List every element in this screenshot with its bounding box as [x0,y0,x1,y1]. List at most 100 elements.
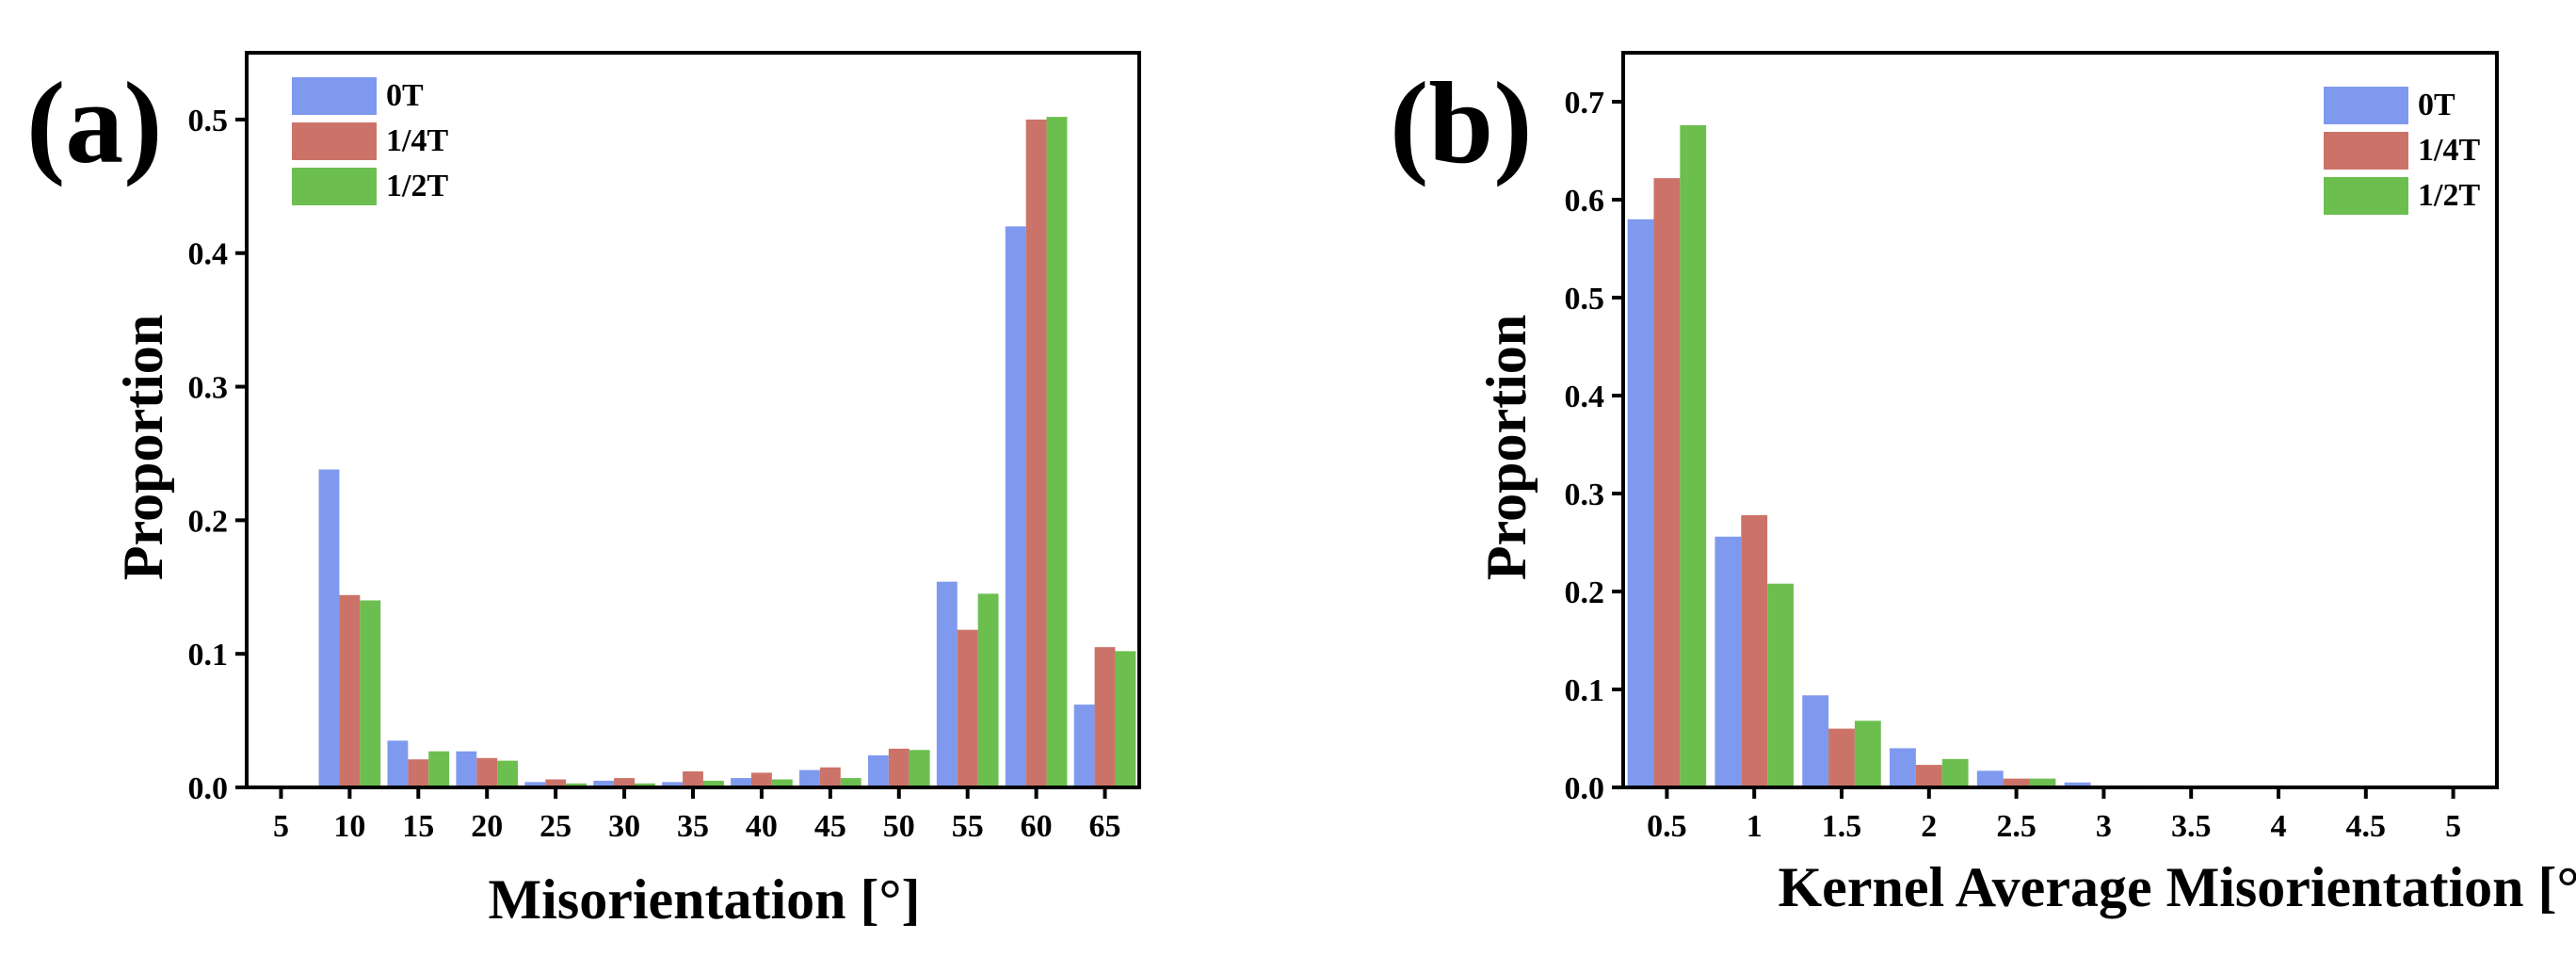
x-tick-label: 10 [333,809,365,844]
bar-0T-2 [1890,748,1916,787]
bar-0T-55 [936,581,958,787]
bar-0T-15 [387,740,409,787]
bar-0T-1.5 [1802,695,1829,787]
bar-0T-25 [524,782,546,787]
bar-1-2T-2 [1941,758,1969,787]
legend: 0T 1/4T 1/2T [2324,87,2480,215]
bar-1-2T-25 [566,783,587,787]
x-tick-label: 0.5 [1647,809,1687,844]
chart-panel-a: (a) Proportion Misorientation [°] 0.0 0.1… [26,51,1141,931]
legend-swatch-1-4T [2324,132,2408,170]
y-tick-label: 0.0 [1565,771,1605,806]
kam-chart: (b) Proportion Kernel Average Misorienta… [1390,51,2576,918]
x-tick-label: 3.5 [2171,809,2212,844]
bar-1-4T-10 [339,594,361,787]
y-tick-label: 0.3 [1565,478,1605,512]
x-tick-label: 1.5 [1822,809,1862,844]
x-tick-label: 65 [1089,809,1121,844]
bar-0T-2.5 [1976,770,2004,787]
bar-0T-40 [731,778,751,787]
bar-1-4T-65 [1094,647,1116,787]
misorientation-chart: (a) Proportion Misorientation [°] 0.0 0.1… [26,51,1141,931]
legend-label-1-2T: 1/2T [2418,178,2480,213]
x-tick-label: 50 [883,809,915,844]
panel-label-a: (a) [26,58,163,187]
y-tick-label: 0.2 [1565,575,1605,610]
y-tick-label: 0.5 [1565,282,1605,316]
bar-0T-60 [1005,226,1026,787]
y-tick-label: 0.6 [1565,184,1605,219]
legend: 0T 1/4T 1/2T [292,77,448,205]
x-tick-label: 3 [2096,809,2112,844]
bar-1-4T-55 [957,629,978,787]
bar-1-4T-2 [1915,765,1942,787]
bar-1-2T-2.5 [2029,778,2056,787]
x-tick-label: 1 [1747,809,1763,844]
y-tick-label: 0.4 [1565,380,1605,414]
bar-0T-10 [318,469,340,787]
bar-0T-1 [1715,536,1742,787]
bar-1-4T-1 [1741,514,1768,787]
bar-1-2T-50 [909,750,930,787]
x-tick-label: 30 [608,809,640,844]
legend-swatch-0T [2324,87,2408,124]
bar-1-2T-35 [702,780,724,787]
legend-swatch-1-2T [2324,177,2408,215]
x-axis-title: Misorientation [°] [489,868,921,931]
bar-0T-3 [2064,782,2091,787]
x-tick-label: 5 [273,809,289,844]
bar-1-2T-10 [360,600,381,787]
x-tick-label: 5 [2445,809,2461,844]
bar-0T-0.5 [1627,219,1654,788]
bar-1-4T-60 [1025,119,1047,788]
legend-swatch-1-2T [292,168,377,205]
legend-label-0T: 0T [2418,88,2455,122]
bar-1-2T-55 [977,593,999,787]
legend-label-1-4T: 1/4T [2418,133,2480,168]
x-axis-title: Kernel Average Misorientation [°] [1779,856,2576,918]
legend-swatch-1-4T [292,122,377,160]
bar-1-2T-45 [840,778,861,787]
x-tick-label: 40 [746,809,778,844]
plot-frame [1621,51,2499,789]
x-tick-label: 4 [2271,809,2287,844]
bar-1-2T-1.5 [1854,721,1881,787]
bar-0T-45 [799,770,820,787]
bar-1-2T-15 [428,751,450,787]
bar-1-2T-20 [497,760,519,787]
x-tick-label: 35 [677,809,709,844]
bar-1-2T-60 [1046,117,1068,787]
y-tick-label: 0.3 [188,371,229,406]
bar-1-4T-2.5 [2003,778,2030,787]
bar-1-4T-15 [408,759,429,787]
bar-1-2T-0.5 [1680,124,1707,787]
bar-1-4T-20 [476,757,498,787]
bar-1-4T-0.5 [1653,178,1681,787]
y-tick-label: 0.1 [188,638,229,672]
bar-1-4T-50 [888,748,910,787]
x-tick-label: 2 [1921,809,1937,844]
plot-area-a: 0.0 0.1 0.2 0.3 0.4 0.5 5 10 15 20 25 30 35 40 45 50 55 6… [188,51,1141,844]
bar-1-2T-65 [1115,651,1136,787]
panel-label-b: (b) [1390,58,1533,187]
bar-0T-65 [1073,705,1095,787]
y-tick-label: 0.0 [188,771,229,806]
x-tick-label: 4.5 [2346,809,2387,844]
legend-swatch-0T [292,77,377,115]
bar-1-4T-1.5 [1828,728,1855,787]
bar-1-4T-45 [819,767,841,787]
y-tick-label: 0.7 [1565,86,1605,121]
legend-label-1-4T: 1/4T [386,123,448,158]
bar-1-2T-40 [771,779,793,787]
x-tick-label: 60 [1021,809,1053,844]
bar-0T-35 [662,782,684,787]
y-tick-label: 0.1 [1565,673,1605,708]
x-tick-label: 15 [402,809,434,844]
bar-0T-50 [867,754,889,787]
x-tick-label: 2.5 [1996,809,2037,844]
y-axis-title: Proportion [1475,315,1538,580]
chart-panel-b: (b) Proportion Kernel Average Misorienta… [1288,0,2576,956]
bar-1-4T-40 [750,772,772,787]
x-tick-label: 55 [952,809,984,844]
bar-0T-20 [456,751,477,787]
